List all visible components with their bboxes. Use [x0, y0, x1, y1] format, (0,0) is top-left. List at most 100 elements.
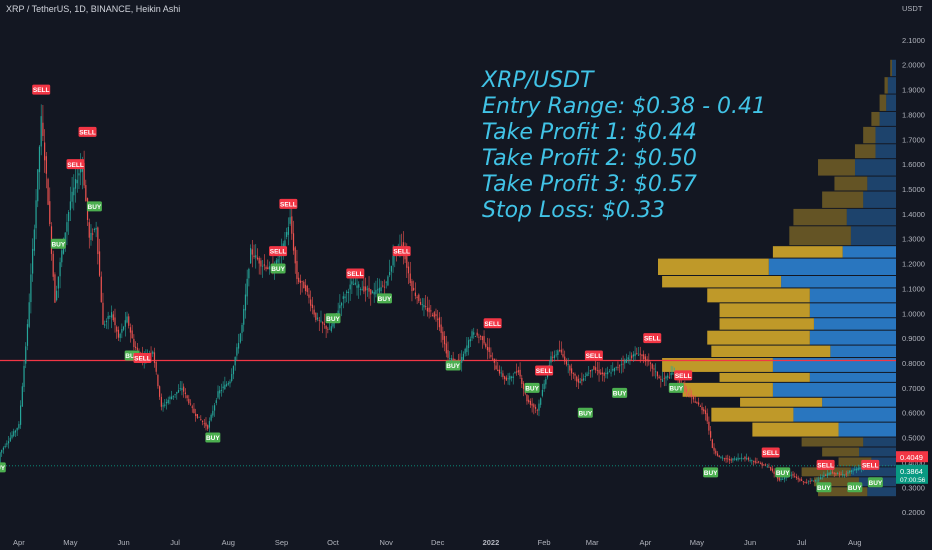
- candle-body: [521, 378, 523, 384]
- candle-body: [208, 421, 211, 428]
- annotation-entry-range: Entry Range: $0.38 - 0.41: [482, 94, 767, 119]
- candle-body: [40, 116, 42, 147]
- buy-signal: BUY: [816, 482, 831, 493]
- candle-body: [785, 477, 787, 479]
- volume-profile-bar-up: [719, 318, 814, 330]
- candle-body: [538, 403, 540, 411]
- candle-body: [9, 437, 11, 441]
- candle-body: [811, 480, 813, 482]
- sell-signal-box: [32, 84, 51, 95]
- candle-body: [483, 336, 485, 344]
- candle-body: [577, 378, 580, 383]
- volume-profile-bar-up: [834, 176, 868, 191]
- candle-body: [340, 303, 343, 306]
- candle-body: [607, 372, 609, 375]
- candle-body: [181, 388, 183, 390]
- candle-body: [255, 255, 257, 258]
- candle-body: [392, 255, 394, 266]
- candle-body: [250, 248, 252, 264]
- candle-body: [328, 328, 331, 330]
- candle-body: [684, 385, 686, 392]
- candle-body: [588, 372, 590, 374]
- candle-body: [706, 413, 708, 422]
- sell-signal-box: [535, 365, 554, 376]
- candle-body: [49, 201, 51, 225]
- price-tick-label: 0.4000: [902, 458, 925, 467]
- volume-profile-bar-down: [850, 467, 896, 477]
- volume-profile-bar-down: [863, 191, 896, 208]
- candle-body: [57, 276, 59, 289]
- candle-body: [550, 356, 552, 363]
- candle-body: [196, 414, 198, 418]
- volume-profile-bar-up: [818, 159, 855, 176]
- buy-signal-label: BUY: [776, 470, 790, 477]
- candle-body: [562, 354, 564, 357]
- buy-signal: BUY: [577, 407, 593, 418]
- candle-body: [450, 358, 453, 361]
- candle-body: [7, 441, 10, 444]
- candle-body: [126, 316, 128, 323]
- candle-body: [351, 281, 353, 285]
- candle-body: [661, 379, 664, 382]
- volume-profile-bar-up: [719, 303, 810, 318]
- candle-body: [349, 284, 351, 290]
- candle-body: [627, 357, 629, 360]
- sell-signal-box: [78, 126, 97, 137]
- buy-signal: BUY: [847, 482, 862, 493]
- candle-body: [701, 406, 703, 411]
- annotation-take-profit-1: Take Profit 1: $0.44: [482, 120, 697, 145]
- candle-body: [183, 386, 185, 392]
- candle-body: [749, 460, 751, 461]
- sell-signal-box: [674, 370, 693, 381]
- candle-body: [32, 248, 34, 274]
- candle-body: [761, 462, 763, 466]
- candle-body: [263, 264, 265, 266]
- candle-body: [447, 350, 449, 358]
- candle-body: [685, 389, 688, 393]
- trade-annotation: XRP/USDT Entry Range: $0.38 - 0.41 Take …: [482, 68, 766, 224]
- candle-body: [277, 259, 279, 263]
- candle-body: [825, 475, 827, 477]
- candle-body: [742, 458, 744, 460]
- candle-body: [418, 294, 420, 302]
- candle-body: [347, 291, 350, 293]
- candle-body: [509, 375, 511, 380]
- candle-body: [231, 374, 233, 381]
- volume-profile-bar-down: [809, 372, 896, 382]
- buy-signal-box: [270, 263, 286, 274]
- buy-signal-box: [86, 201, 102, 212]
- candle-body: [507, 378, 509, 380]
- price-badge-box: [896, 464, 928, 484]
- volume-profile-bar-up: [863, 126, 876, 144]
- volume-profile-bar-up: [740, 397, 823, 407]
- candle-body: [476, 332, 478, 336]
- volume-profile-bar-down: [813, 318, 896, 330]
- candle-body: [655, 371, 657, 373]
- volume-profile-bar-down: [879, 111, 896, 126]
- candle-body: [248, 268, 250, 279]
- candle-body: [730, 459, 732, 461]
- candle-body: [220, 389, 223, 391]
- candle-body: [833, 472, 835, 474]
- candle-body: [840, 474, 842, 475]
- buy-signal-label: BUY: [271, 266, 285, 273]
- buy-signal-label: BUY: [88, 204, 102, 211]
- candle-body: [201, 420, 204, 423]
- candle-body: [380, 287, 382, 292]
- candle-body: [454, 358, 456, 360]
- candle-body: [165, 401, 168, 404]
- candle-body: [327, 328, 329, 330]
- buy-signal: BUY: [612, 387, 627, 398]
- candle-body: [495, 365, 497, 370]
- candle-body: [83, 162, 85, 186]
- candle-body: [212, 410, 214, 416]
- candle-body: [425, 306, 427, 307]
- candle-body: [315, 312, 317, 320]
- sell-signal-label: SELL: [280, 202, 297, 209]
- candle-body: [806, 482, 808, 484]
- volume-profile-bar-down: [863, 437, 896, 447]
- volume-profile-bar-up: [890, 59, 892, 77]
- candle-body: [644, 356, 646, 362]
